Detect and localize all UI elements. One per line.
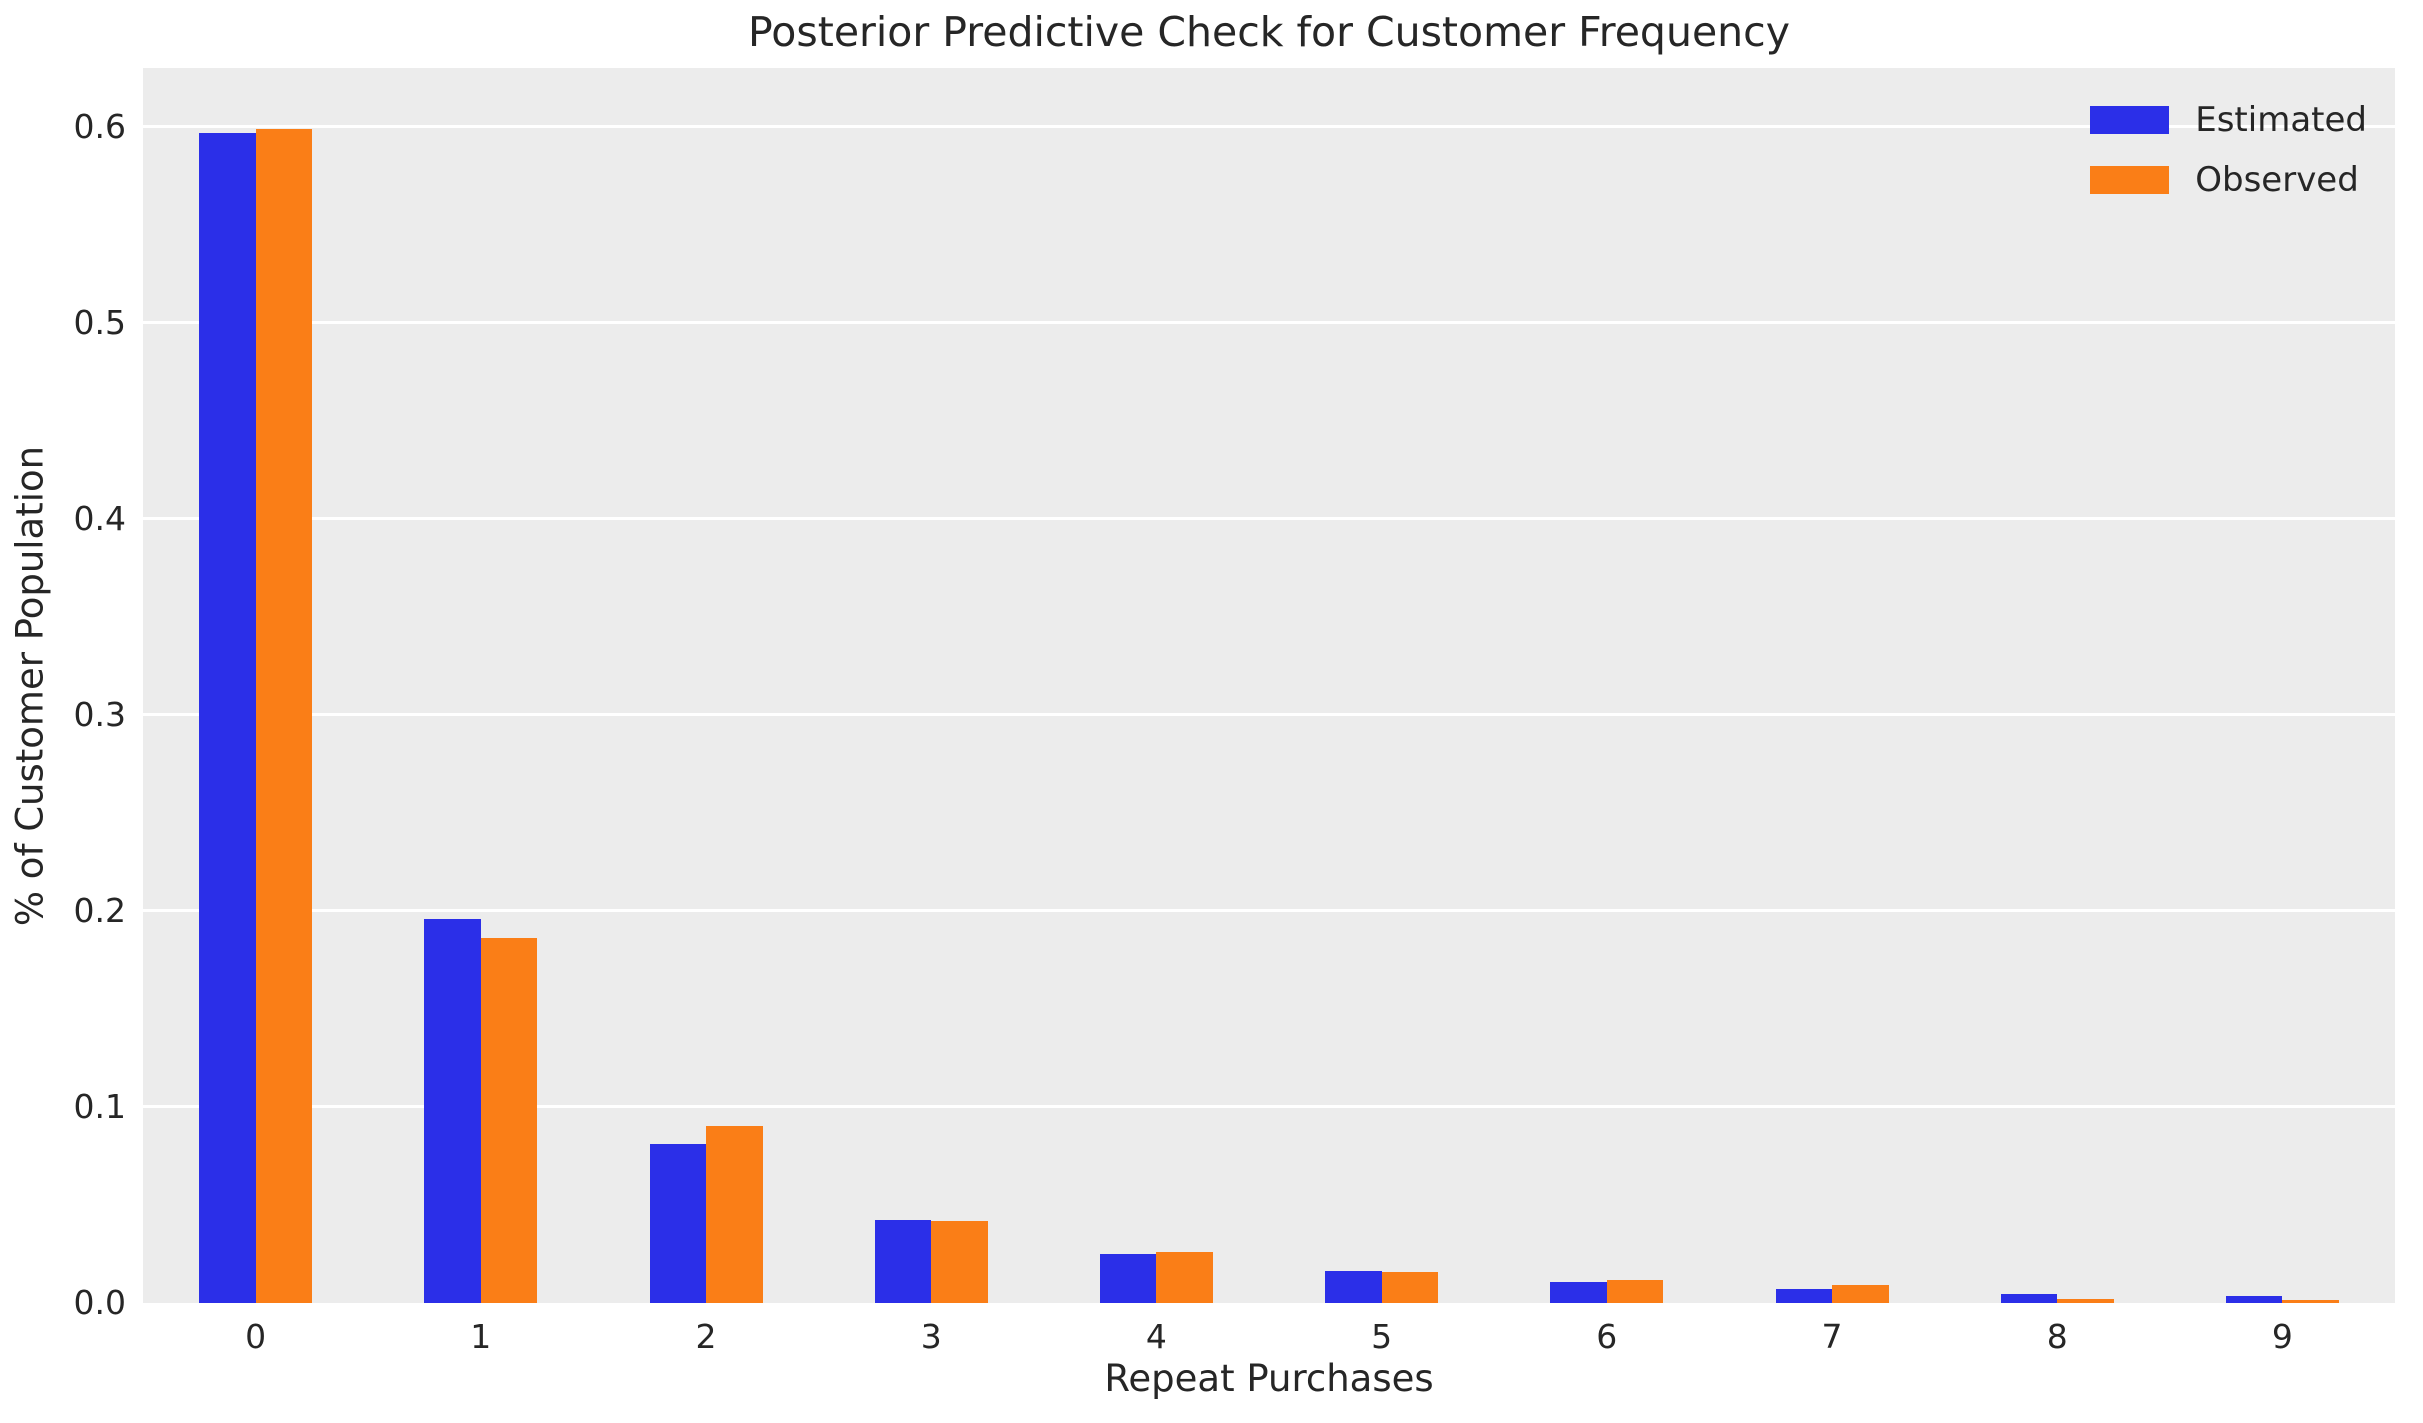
- legend-entry-estimated: Estimated: [2090, 98, 2367, 142]
- legend-swatch-icon: [2090, 166, 2170, 194]
- x-tick-label-9: 9: [2271, 1317, 2293, 1356]
- x-tick-label-5: 5: [1371, 1317, 1393, 1356]
- x-tick-label-8: 8: [2046, 1317, 2068, 1356]
- bar-observed-9: [2282, 1300, 2339, 1303]
- gridline-y-0.3: [143, 713, 2395, 717]
- bar-estimated-5: [1325, 1271, 1382, 1303]
- bar-estimated-6: [1550, 1282, 1607, 1303]
- bar-observed-0: [255, 128, 313, 1303]
- bar-observed-7: [1832, 1284, 1889, 1303]
- legend-label: Observed: [2195, 160, 2359, 200]
- gridline-y-0.4: [143, 517, 2395, 521]
- legend-swatch-icon: [2090, 106, 2170, 134]
- bar-estimated-3: [874, 1219, 932, 1303]
- bar-estimated-7: [1775, 1288, 1832, 1303]
- y-tick-label-0.0: 0.0: [73, 1283, 126, 1322]
- x-tick-label-3: 3: [920, 1317, 942, 1356]
- gridline-y-0.2: [143, 909, 2395, 913]
- bar-observed-2: [706, 1125, 763, 1303]
- y-tick-label-0.5: 0.5: [73, 302, 126, 342]
- bar-observed-6: [1606, 1279, 1664, 1303]
- y-tick-label-0.2: 0.2: [73, 890, 126, 930]
- gridline-y-0.1: [143, 1105, 2395, 1109]
- y-tick-label-0.1: 0.1: [73, 1086, 126, 1126]
- bar-observed-4: [1156, 1252, 1213, 1303]
- chart-title: Posterior Predictive Check for Customer …: [748, 8, 1790, 56]
- x-tick-label-0: 0: [245, 1317, 267, 1356]
- bar-estimated-8: [2000, 1293, 2058, 1303]
- bar-observed-8: [2057, 1298, 2114, 1303]
- bar-observed-1: [480, 938, 538, 1303]
- x-tick-label-4: 4: [1145, 1317, 1167, 1356]
- bar-estimated-4: [1099, 1254, 1157, 1303]
- y-tick-label-0.6: 0.6: [73, 106, 126, 146]
- bar-observed-3: [931, 1220, 988, 1303]
- x-tick-label-6: 6: [1596, 1317, 1618, 1356]
- plot-area: Estimated Observed: [143, 68, 2395, 1303]
- y-tick-label-0.3: 0.3: [73, 694, 126, 734]
- bar-estimated-1: [424, 918, 481, 1303]
- bar-estimated-9: [2225, 1295, 2283, 1303]
- bar-observed-5: [1381, 1272, 1439, 1303]
- x-tick-label-2: 2: [695, 1317, 717, 1356]
- legend-label: Estimated: [2195, 100, 2367, 140]
- legend-entry-observed: Observed: [2090, 158, 2367, 202]
- bar-estimated-0: [199, 132, 256, 1303]
- x-axis-label: Repeat Purchases: [1104, 1357, 1434, 1400]
- y-tick-label-0.4: 0.4: [73, 498, 126, 538]
- bar-estimated-2: [649, 1144, 706, 1303]
- gridline-y-0.6: [143, 125, 2395, 129]
- x-tick-label-1: 1: [470, 1317, 492, 1356]
- x-tick-label-7: 7: [1821, 1317, 1843, 1356]
- gridline-y-0.5: [143, 321, 2395, 325]
- legend: Estimated Observed: [2090, 98, 2367, 202]
